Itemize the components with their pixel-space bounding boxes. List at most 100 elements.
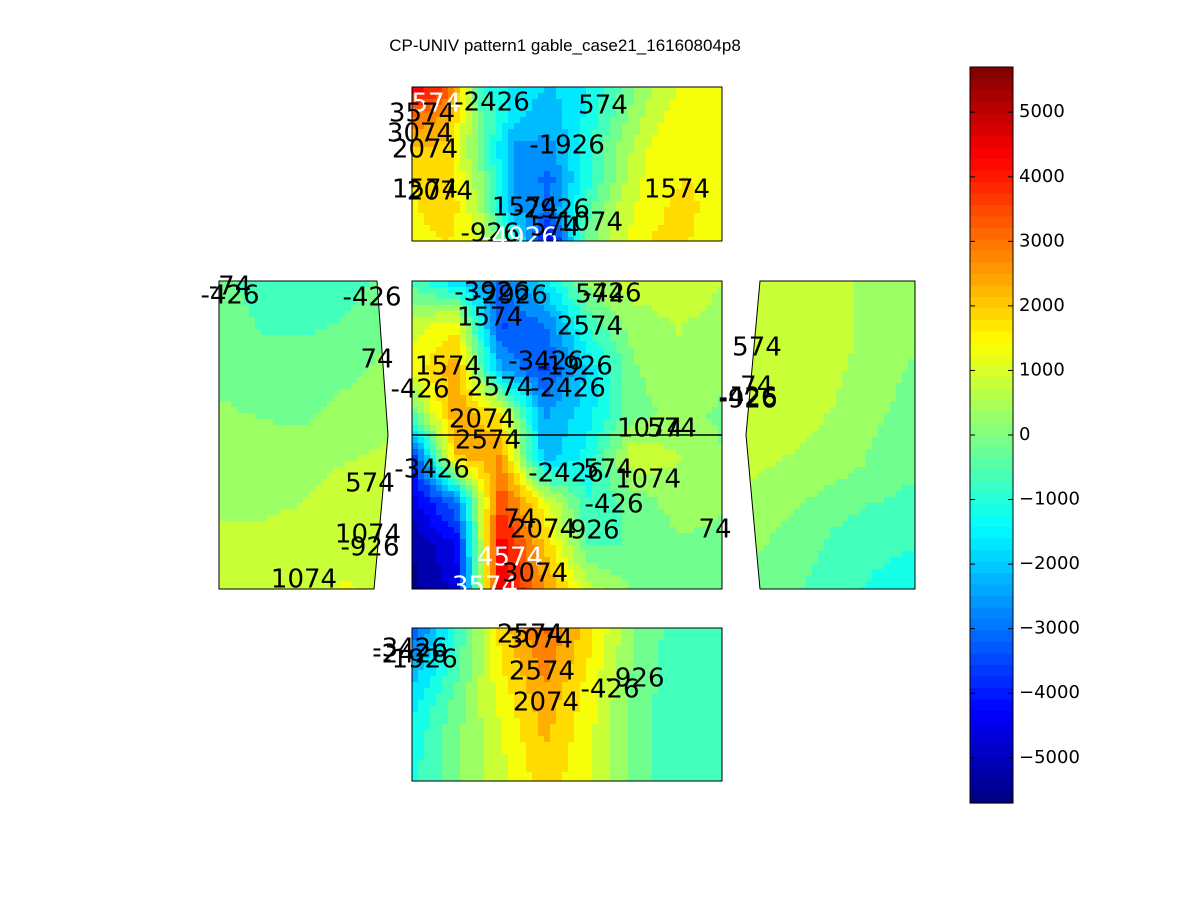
contour-cell (460, 231, 467, 238)
contour-cell (237, 539, 244, 546)
contour-label: -926 (460, 219, 519, 249)
contour-cell (261, 293, 268, 300)
contour-cell (448, 219, 455, 226)
contour-cell (598, 503, 605, 510)
contour-cell (598, 159, 605, 166)
contour-cell (430, 383, 437, 390)
contour-cell (556, 225, 563, 232)
contour-cell (363, 527, 370, 534)
contour-cell (430, 317, 437, 324)
contour-cell (592, 449, 599, 456)
contour-cell (520, 473, 527, 480)
contour-cell (237, 347, 244, 354)
contour-cell (640, 383, 647, 390)
contour-cell (694, 287, 701, 294)
contour-cell (562, 171, 569, 178)
contour-cell (544, 485, 551, 492)
contour-cell (670, 419, 677, 426)
contour-cell (628, 111, 635, 118)
contour-cell (249, 407, 256, 414)
contour-cell (255, 575, 262, 582)
contour-cell (339, 389, 346, 396)
contour-cell (430, 287, 437, 294)
contour-cell (478, 201, 485, 208)
contour-cell (418, 117, 425, 124)
contour-cell (670, 515, 677, 522)
contour-cell (694, 281, 701, 288)
contour-cell (538, 353, 545, 360)
contour-cell (478, 323, 485, 330)
contour-cell (526, 347, 533, 354)
contour-cell (363, 539, 370, 546)
contour-cell (496, 129, 503, 136)
contour-cell (225, 365, 232, 372)
contour-cell (243, 569, 250, 576)
contour-cell (412, 99, 419, 106)
contour-cell (586, 287, 593, 294)
contour-cell (652, 443, 659, 450)
contour-cell (580, 195, 587, 202)
contour-cell (688, 147, 695, 154)
contour-cell (712, 183, 719, 190)
contour-cell (436, 237, 443, 241)
contour-cell (333, 401, 340, 408)
contour-cell (351, 401, 358, 408)
contour-cell (321, 323, 328, 330)
contour-cell (436, 347, 443, 354)
contour-cell (297, 377, 304, 384)
contour-cell (616, 177, 623, 184)
contour-cell (496, 93, 503, 100)
contour-cell (574, 177, 581, 184)
contour-cell (646, 425, 653, 432)
contour-cell (267, 449, 274, 456)
contour-cell (291, 371, 298, 378)
contour-cell (574, 93, 581, 100)
contour-cell (345, 383, 352, 390)
contour-cell (436, 341, 443, 348)
contour-cell (664, 509, 671, 516)
contour-cell (664, 305, 671, 312)
contour-cell (412, 93, 419, 100)
contour-cell (345, 413, 352, 420)
contour-cell (640, 443, 647, 450)
contour-cell (490, 479, 497, 486)
contour-cell (616, 473, 623, 480)
contour-cell (490, 129, 497, 136)
contour-cell (424, 521, 431, 528)
contour-cell (387, 413, 388, 420)
contour-cell (261, 419, 268, 426)
contour-cell (424, 455, 431, 462)
contour-cell (267, 293, 274, 300)
contour-cell (634, 123, 641, 130)
contour-cell (225, 401, 232, 408)
contour-cell (363, 341, 370, 348)
contour-cell (297, 539, 304, 546)
contour-cell (237, 317, 244, 324)
contour-cell (580, 105, 587, 112)
contour-cell (526, 87, 533, 94)
contour-cell (544, 287, 551, 294)
contour-cell (694, 225, 701, 232)
contour-cell (658, 341, 665, 348)
contour-cell (363, 509, 370, 516)
contour-cell (357, 527, 364, 534)
contour-cell (712, 479, 719, 486)
contour-cell (496, 383, 503, 390)
contour-cell (243, 341, 250, 348)
contour-cell (700, 353, 707, 360)
contour-cell (586, 281, 593, 288)
contour-cell (219, 347, 226, 354)
contour-cell (514, 189, 521, 196)
contour-cell (412, 485, 419, 492)
contour-cell (466, 473, 473, 480)
contour-cell (490, 503, 497, 510)
contour-cell (526, 237, 533, 241)
contour-cell (682, 473, 689, 480)
contour-cell (580, 437, 587, 444)
contour-cell (225, 431, 232, 438)
contour-cell (586, 207, 593, 214)
contour-cell (544, 159, 551, 166)
contour-cell (676, 135, 683, 142)
contour-cell (700, 87, 707, 94)
contour-cell (448, 189, 455, 196)
